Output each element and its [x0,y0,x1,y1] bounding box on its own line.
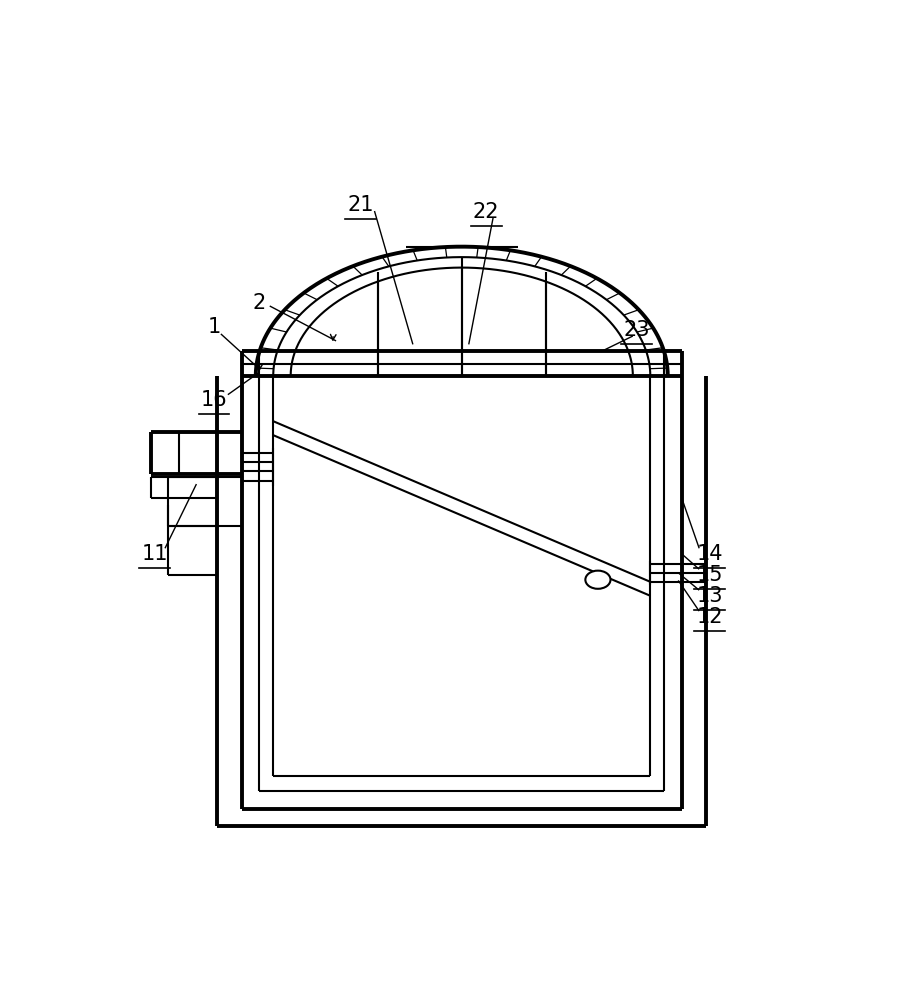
Text: 14: 14 [696,544,723,564]
Text: 2: 2 [252,293,266,313]
Text: 11: 11 [141,544,168,564]
Text: 12: 12 [696,607,723,627]
Text: 1: 1 [207,317,221,337]
Ellipse shape [586,571,611,589]
Text: 23: 23 [623,320,650,340]
Text: 13: 13 [696,586,723,606]
Text: 15: 15 [696,565,723,585]
Text: 21: 21 [347,195,374,215]
Text: 22: 22 [473,202,499,222]
Text: 16: 16 [201,390,227,410]
